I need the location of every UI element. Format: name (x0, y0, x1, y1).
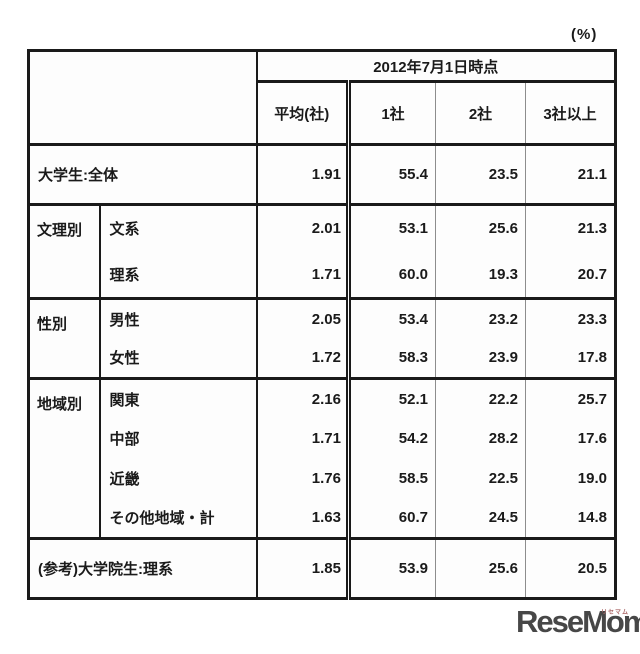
value-cell: 1.71 (256, 418, 351, 459)
value-cell: 60.0 (348, 251, 436, 299)
row-label-rikei: 理系 (99, 251, 258, 299)
value-cell: 58.5 (348, 458, 436, 499)
table-row: 理系 1.71 60.0 19.3 20.7 (29, 251, 616, 299)
value-cell: 55.4 (348, 143, 436, 205)
value-cell: 52.1 (348, 377, 436, 419)
row-label-josei: 女性 (99, 338, 258, 379)
table-row: 女性 1.72 58.3 23.9 17.8 (29, 338, 616, 379)
value-cell: 17.6 (577, 430, 607, 447)
value-cell: 53.4 (348, 297, 436, 339)
row-label-kanto: 関東 (99, 377, 258, 419)
value-cell: 1.72 (256, 338, 351, 379)
table-row: 性別 男性 2.05 53.4 23.2 23.3 (28, 297, 616, 379)
unit-label: (%) (571, 26, 598, 43)
value-cell: 58.3 (348, 338, 436, 379)
value-cell: 14.8 (577, 509, 607, 527)
group-label-chiiki: 地域別 (28, 377, 101, 539)
value-cell: 17.8 (577, 349, 607, 367)
value-cell: 20.7 (577, 265, 607, 283)
value-cell: 22.5 (435, 458, 526, 499)
value-cell: 23.5 (435, 143, 526, 205)
value-cell: 54.2 (348, 418, 436, 459)
row-label-reference-grad: (参考)大学院生:理系 (28, 537, 258, 599)
row-label-sonota: その他地域・計 (99, 498, 258, 539)
value-cell: 23.2 (435, 297, 526, 339)
table-row: 大学生:全体 1.91 55.4 23.5 21.1 (28, 143, 616, 205)
row-label-bunkei: 文系 (99, 203, 258, 252)
survey-table: 2012年7月1日時点 平均(社) 1社 2社 3社以上 大学生:全体 1.91… (27, 49, 617, 600)
value-cell: 1.85 (256, 537, 351, 599)
value-cell: 25.6 (435, 203, 526, 252)
resemom-watermark-logo: ReseMom. (516, 604, 640, 639)
table-row: (参考)大学院生:理系 1.85 53.9 25.6 20.5 (28, 537, 616, 599)
value-cell: 28.2 (435, 418, 526, 459)
group-label-bunri: 文理別 (28, 203, 101, 299)
value-cell: 19.0 (577, 470, 607, 487)
column-header-1sha: 1社 (348, 80, 436, 145)
table-row: 中部 1.71 54.2 28.2 17.6 (29, 418, 616, 459)
column-header-average: 平均(社) (256, 80, 351, 145)
value-cell: 53.9 (348, 537, 436, 599)
table-row: その他地域・計 1.63 60.7 24.5 14.8 (29, 498, 616, 539)
value-cell: 21.1 (525, 143, 616, 205)
value-cell: 22.2 (435, 377, 526, 419)
label-header-blank (28, 50, 258, 145)
row-label-kinki: 近畿 (99, 458, 258, 499)
value-cell: 24.5 (435, 498, 526, 539)
value-cell: 1.76 (256, 458, 351, 499)
column-header-2sha: 2社 (435, 80, 526, 145)
table-row: 近畿 1.76 58.5 22.5 19.0 (29, 458, 616, 499)
group-label-seibetsu: 性別 (28, 297, 101, 379)
row-label-chubu: 中部 (99, 418, 258, 459)
value-cell: 2.05 (256, 297, 351, 339)
value-cell: 1.91 (256, 143, 351, 205)
value-cell: 53.1 (348, 203, 436, 252)
resemom-watermark-ruby: リセマム (601, 610, 630, 616)
column-header-3sha-ijou: 3社以上 (525, 80, 616, 145)
value-cell: 23.9 (435, 338, 526, 379)
value-cell: 2.01 (256, 203, 351, 252)
value-cell: 1.63 (256, 498, 351, 539)
table-row: 地域別 関東 2.16 52.1 22.2 25.7 (28, 377, 616, 539)
value-cell: 60.7 (348, 498, 436, 539)
table-row: 文理別 文系 2.01 53.1 25.6 21.3 (28, 203, 616, 299)
value-cell: 21.3 (525, 203, 616, 252)
value-cell: 1.71 (256, 251, 351, 299)
value-cell: 19.3 (435, 251, 526, 299)
value-cell: 25.7 (525, 377, 616, 419)
value-cell: 23.3 (525, 297, 616, 339)
value-cell: 25.6 (435, 537, 526, 599)
date-header: 2012年7月1日時点 (373, 58, 499, 76)
value-cell: 20.5 (525, 537, 616, 599)
row-label-overall: 大学生:全体 (28, 143, 258, 205)
value-cell: 2.16 (256, 377, 351, 419)
row-label-dansei: 男性 (99, 297, 258, 339)
